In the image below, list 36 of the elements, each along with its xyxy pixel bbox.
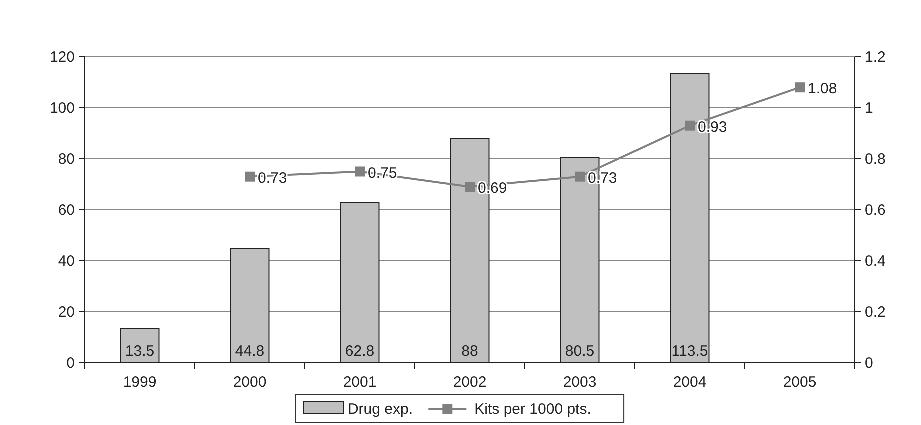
data-label: 13.5 bbox=[125, 343, 155, 360]
y2-tick-label: 0 bbox=[865, 355, 874, 372]
data-label: 80.5 bbox=[565, 343, 595, 360]
data-label: 44.8 bbox=[235, 343, 265, 360]
y-tick-label: 80 bbox=[58, 151, 75, 168]
x-tick-label: 2002 bbox=[453, 374, 487, 391]
data-label: 62.8 bbox=[345, 343, 375, 360]
point bbox=[795, 82, 805, 93]
y2-tick-label: 1 bbox=[865, 100, 874, 117]
data-label: 88 bbox=[462, 343, 478, 360]
x-tick-label: 1999 bbox=[123, 374, 157, 391]
point bbox=[465, 182, 475, 192]
x-tick-label: 2004 bbox=[673, 374, 707, 391]
point bbox=[245, 172, 255, 182]
y-tick-label: 20 bbox=[58, 304, 75, 321]
point bbox=[575, 172, 585, 182]
y2-tick-label: 0.2 bbox=[865, 304, 886, 321]
y-tick-label: 60 bbox=[58, 202, 75, 219]
y2-tick-label: 0.8 bbox=[865, 151, 886, 168]
data-label: 1.08 bbox=[808, 80, 838, 98]
y2-tick-label: 1.2 bbox=[865, 49, 886, 66]
x-tick-label: 2005 bbox=[783, 374, 817, 391]
legend-label: Drug exp. bbox=[348, 401, 413, 418]
point bbox=[685, 120, 695, 131]
data-label: 113.5 bbox=[672, 343, 708, 360]
y-tick-label: 100 bbox=[50, 100, 75, 117]
y2-tick-label: 0.4 bbox=[865, 253, 886, 270]
y2-tick-label: 0.6 bbox=[865, 202, 886, 219]
point bbox=[355, 166, 365, 177]
y-tick-label: 0 bbox=[66, 355, 75, 372]
x-tick-label: 2003 bbox=[563, 374, 597, 391]
x-tick-label: 2001 bbox=[343, 374, 377, 391]
y-tick-label: 40 bbox=[58, 253, 75, 270]
legend-label: Kits per 1000 pts. bbox=[474, 401, 592, 418]
y-tick-label: 120 bbox=[50, 49, 75, 66]
x-tick-label: 2000 bbox=[233, 374, 267, 391]
